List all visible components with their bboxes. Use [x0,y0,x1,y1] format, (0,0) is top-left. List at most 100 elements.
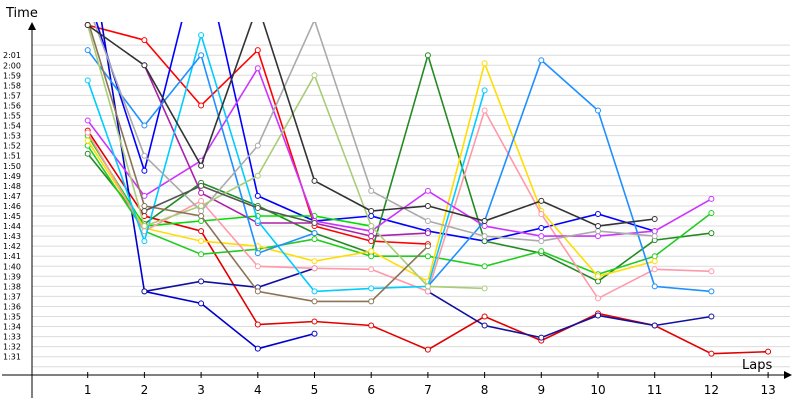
series-16 [93,22,658,245]
data-point [84,137,91,144]
x-tick-label: 7 [424,383,432,397]
data-point [311,258,318,265]
y-tick-label: 1:52 [3,142,21,151]
data-point [595,107,601,114]
data-point [368,253,375,260]
data-point [368,213,375,219]
data-point [198,228,205,235]
data-point [141,37,148,44]
data-point [311,288,318,295]
y-tick-label: 1:34 [3,323,21,332]
data-point [368,228,375,235]
data-point [708,195,715,202]
x-axis-arrow [784,371,792,379]
data-point [141,207,148,214]
x-tick-label: 13 [760,383,775,397]
data-point [595,278,601,285]
data-point [708,313,715,320]
data-point [368,223,375,230]
y-tick-label: 1:49 [3,172,21,181]
data-point [198,189,205,196]
data-point [198,182,205,189]
y-tick-label: 1:53 [3,132,21,141]
y-tick-label: 1:50 [3,162,21,171]
data-point [651,216,658,223]
data-point [141,62,148,69]
data-point [651,258,658,265]
x-tick-label: 5 [311,383,319,397]
data-point [311,236,318,243]
y-tick-label: 1:59 [3,71,21,80]
series-line [427,58,712,293]
y-tick-label: 1:33 [3,333,21,342]
x-tick-label: 6 [367,383,375,397]
y-tick-label: 1:39 [3,272,21,281]
data-point [538,225,545,232]
data-point [651,322,658,329]
data-point [254,172,261,179]
data-point [254,250,261,257]
data-point [595,228,601,235]
data-point [481,313,488,320]
y-tick-label: 1:56 [3,101,21,110]
series-clip-group [84,2,772,357]
series-19 [84,2,658,230]
data-point [595,233,601,240]
data-point [368,322,375,329]
data-point [198,202,205,209]
y-tick-label: 1:43 [3,232,21,241]
data-point [481,263,488,270]
data-point [255,2,260,7]
x-tick-label: 3 [197,383,205,397]
data-point [424,218,431,225]
data-point [141,223,148,230]
series-line [87,52,712,283]
data-point [84,47,91,54]
data-point [141,122,148,129]
data-point [311,220,318,227]
data-point [84,77,91,84]
series-line [86,24,485,290]
data-point [311,330,318,337]
y-tick-label: 1:36 [3,302,21,311]
data-point [424,253,431,260]
series-10 [84,107,715,302]
data-point [481,60,488,67]
x-tick-label: 2 [141,383,149,397]
data-point [254,288,261,295]
series-line [95,22,655,242]
data-point [254,192,261,199]
data-point [595,210,601,217]
series-20 [141,182,318,227]
x-tick-labels: 1 2 3 4 5 6 7 8 9 10 11 12 13 [84,383,776,397]
data-point [424,288,431,295]
y-tick-label: 1:35 [3,313,21,322]
data-point [368,285,375,292]
data-point [595,312,601,319]
y-tick-label: 2:00 [3,61,21,70]
x-tick-label: 12 [704,383,719,397]
data-point [538,197,545,204]
data-point [651,283,658,290]
series-8 [84,132,375,230]
data-point [198,300,205,307]
y-tick-label: 1:40 [3,262,21,271]
series-line [87,135,372,227]
data-point [254,345,261,352]
data-point [424,346,431,353]
data-point [651,266,658,273]
y-tick-label: 1:31 [3,353,21,362]
data-point [424,202,431,209]
data-point [481,233,488,240]
y-tick-label: 1:37 [3,292,21,301]
data-point [254,65,261,72]
data-point [708,209,715,216]
x-tick-label: 11 [647,383,662,397]
data-point [198,162,205,169]
data-point [198,197,205,204]
data-point [424,283,431,290]
data-point [368,233,375,240]
data-point [311,298,318,305]
data-point [198,238,205,245]
data-point [254,263,261,270]
